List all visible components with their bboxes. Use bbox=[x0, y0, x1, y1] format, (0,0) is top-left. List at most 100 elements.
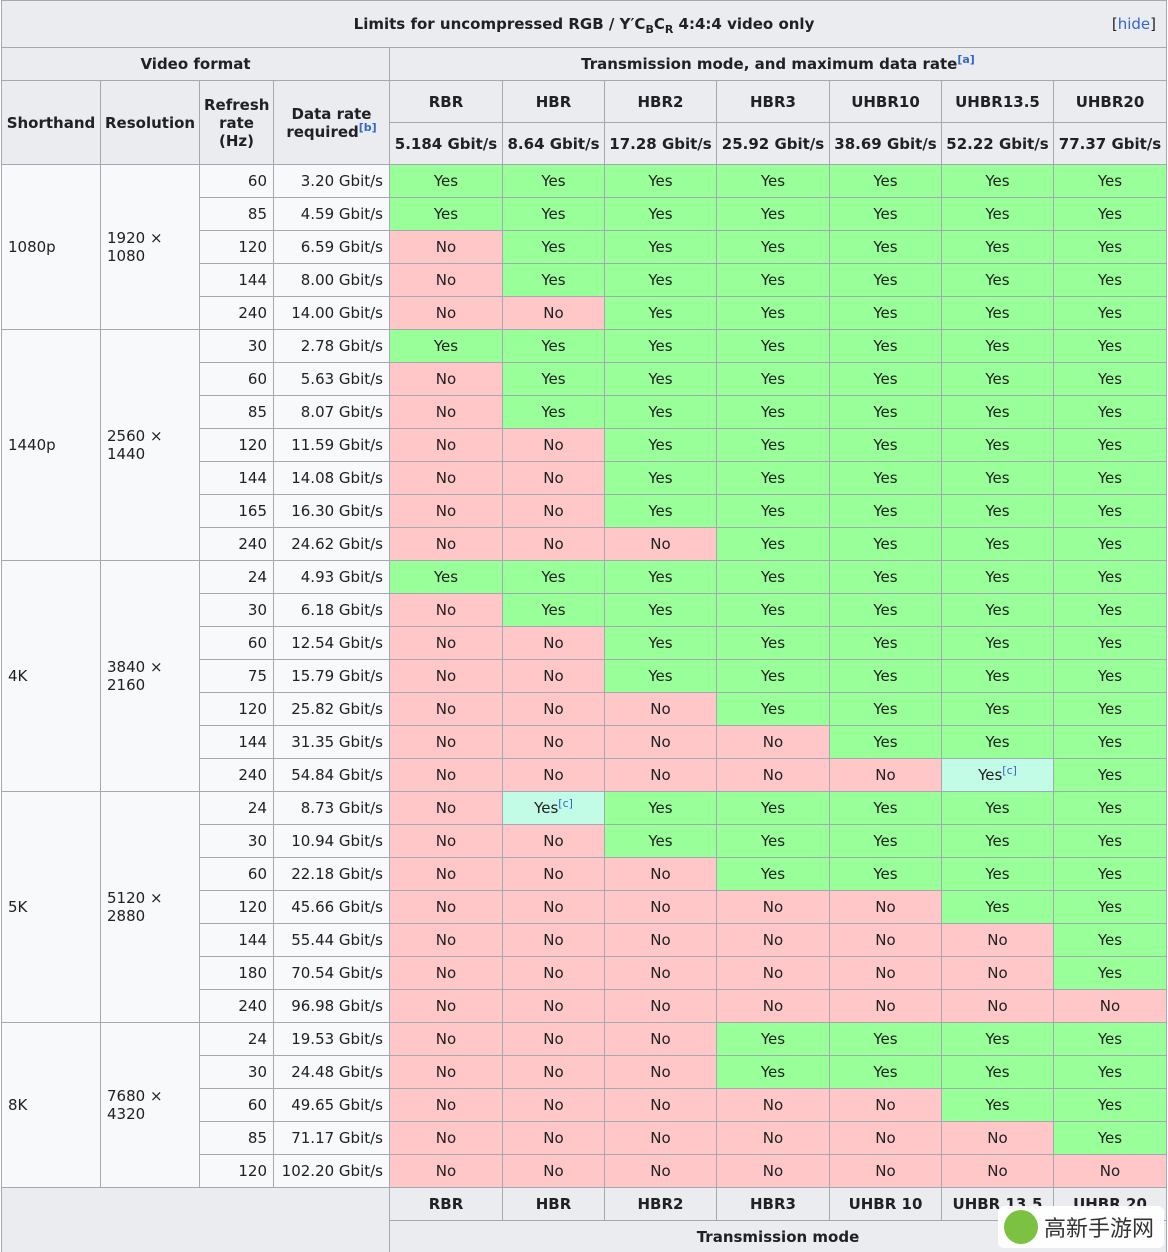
header-text: Shorthand bbox=[6, 113, 96, 132]
support-cell: Yes bbox=[716, 164, 830, 198]
data-rate: 31.35 Gbit/s bbox=[273, 725, 390, 759]
title-part: 4:4:4 video only bbox=[673, 15, 815, 33]
support-cell: No bbox=[1053, 989, 1167, 1023]
footnote-link[interactable]: [c] bbox=[558, 797, 573, 810]
support-cell: Yes bbox=[941, 164, 1054, 198]
support-cell: No bbox=[829, 989, 942, 1023]
footnote-link[interactable]: [c] bbox=[1002, 764, 1017, 777]
support-cell: No bbox=[389, 395, 503, 429]
support-cell: Yes bbox=[829, 1022, 942, 1056]
table-row: 120 102.20 Gbit/s No No No No No No No bbox=[2, 1154, 1167, 1188]
support-cell: Yes bbox=[1053, 1022, 1167, 1056]
data-rate: 19.53 Gbit/s bbox=[273, 1022, 390, 1056]
support-cell: Yes bbox=[941, 230, 1054, 264]
shorthand: 5K bbox=[1, 791, 101, 1023]
data-rate: 54.84 Gbit/s bbox=[273, 758, 390, 792]
support-cell: Yes bbox=[389, 164, 503, 198]
support-cell: No bbox=[389, 692, 503, 726]
support-cell: No bbox=[389, 1022, 503, 1056]
refresh-rate: 85 bbox=[199, 197, 274, 231]
support-cell: Yes bbox=[1053, 692, 1167, 726]
resolution: 5120 × 2880 bbox=[100, 791, 200, 1023]
shorthand: 8K bbox=[1, 1022, 101, 1188]
support-cell: No bbox=[389, 527, 503, 561]
support-cell: No bbox=[502, 1154, 605, 1188]
refresh-rate: 60 bbox=[199, 857, 274, 891]
support-cell: No bbox=[502, 989, 605, 1023]
support-cell: Yes bbox=[604, 659, 717, 693]
support-cell: No bbox=[604, 527, 717, 561]
support-cell: No bbox=[502, 1088, 605, 1122]
support-cell: No bbox=[604, 989, 717, 1023]
table-row: 60 5.63 Gbit/s No Yes Yes Yes Yes Yes Yes bbox=[2, 362, 1167, 396]
watermark: 高新手游网 bbox=[997, 1206, 1164, 1248]
support-cell: Yes bbox=[502, 362, 605, 396]
support-cell: Yes bbox=[604, 791, 717, 825]
support-cell: No bbox=[502, 824, 605, 858]
support-cell: Yes bbox=[829, 461, 942, 495]
support-cell: Yes bbox=[1053, 791, 1167, 825]
refresh-rate: 120 bbox=[199, 692, 274, 726]
table-row: 30 10.94 Gbit/s No No Yes Yes Yes Yes Yes bbox=[2, 824, 1167, 858]
data-rate: 6.59 Gbit/s bbox=[273, 230, 390, 264]
refresh-rate: 240 bbox=[199, 989, 274, 1023]
support-cell: Yes bbox=[829, 791, 942, 825]
group-header: Transmission mode, and maximum data rate… bbox=[389, 47, 1167, 81]
support-cell: No bbox=[716, 890, 830, 924]
data-rate: 22.18 Gbit/s bbox=[273, 857, 390, 891]
footer-mode: HBR3 bbox=[716, 1187, 830, 1221]
support-cell: Yes bbox=[716, 593, 830, 627]
table-row: 180 70.54 Gbit/s No No No No No No Yes bbox=[2, 956, 1167, 990]
mode-header: UHBR20 bbox=[1053, 80, 1167, 123]
refresh-rate: 144 bbox=[199, 725, 274, 759]
footnote-link[interactable]: [a] bbox=[957, 53, 975, 66]
support-cell: Yes bbox=[604, 560, 717, 594]
data-rate: 12.54 Gbit/s bbox=[273, 626, 390, 660]
table-row: 75 15.79 Gbit/s No No Yes Yes Yes Yes Yes bbox=[2, 659, 1167, 693]
support-cell: No bbox=[716, 923, 830, 957]
title-part: C bbox=[653, 15, 665, 33]
table-row: 30 24.48 Gbit/s No No No Yes Yes Yes Yes bbox=[2, 1055, 1167, 1089]
data-rate: 3.20 Gbit/s bbox=[273, 164, 390, 198]
shorthand: 1080p bbox=[1, 164, 101, 330]
support-cell: Yes bbox=[1053, 1055, 1167, 1089]
support-cell: Yes bbox=[1053, 362, 1167, 396]
support-cell: Yes bbox=[1053, 527, 1167, 561]
table-row: Limits for uncompressed RGB / Y′CBCR 4:4… bbox=[1, 0, 1167, 48]
support-cell: Yes bbox=[1053, 197, 1167, 231]
hide-link[interactable]: hide bbox=[1117, 15, 1151, 33]
support-cell: Yes bbox=[829, 527, 942, 561]
support-cell: Yes bbox=[1053, 164, 1167, 198]
support-cell: No bbox=[604, 1022, 717, 1056]
support-cell: Yes bbox=[716, 329, 830, 363]
table-row: 1080p 1920 × 1080 60 3.20 Gbit/s Yes Yes Yes Ye… bbox=[1, 164, 1167, 330]
column-header: Resolution bbox=[100, 80, 200, 165]
table-row: 85 8.07 Gbit/s No Yes Yes Yes Yes Yes Yes bbox=[2, 395, 1167, 429]
mode-rate: 38.69 Gbit/s bbox=[829, 122, 942, 165]
data-rate: 4.59 Gbit/s bbox=[273, 197, 390, 231]
refresh-rate: 240 bbox=[199, 296, 274, 330]
footnote-link[interactable]: [b] bbox=[358, 120, 377, 134]
support-cell: Yes bbox=[829, 362, 942, 396]
table-row: Video format Transmission mode, and maxim… bbox=[1, 47, 1167, 81]
support-cell: Yes bbox=[502, 395, 605, 429]
support-cell: Yes bbox=[829, 395, 942, 429]
support-cell: Yes bbox=[1053, 1121, 1167, 1155]
support-cell: Yes bbox=[1053, 824, 1167, 858]
table-row: 240 54.84 Gbit/s No No No No No Yes[c] Yes bbox=[2, 758, 1167, 792]
resolution: 3840 × 2160 bbox=[100, 560, 200, 792]
support-cell: No bbox=[502, 296, 605, 330]
support-cell: Yes bbox=[829, 263, 942, 297]
data-rate: 8.73 Gbit/s bbox=[273, 791, 390, 825]
bracket: [ bbox=[1111, 15, 1118, 33]
refresh-rate: 144 bbox=[199, 461, 274, 495]
refresh-rate: 24 bbox=[199, 1022, 274, 1056]
data-rate: 4.93 Gbit/s bbox=[273, 560, 390, 594]
title-part: R bbox=[664, 23, 674, 36]
table-row: 85 4.59 Gbit/s Yes Yes Yes Yes Yes Yes Yes bbox=[2, 197, 1167, 231]
table-row: 1440p 2560 × 1440 30 2.78 Gbit/s Yes Yes Yes Ye… bbox=[1, 329, 1167, 561]
support-cell: No bbox=[716, 989, 830, 1023]
support-cell: No bbox=[604, 1121, 717, 1155]
refresh-rate: 120 bbox=[199, 890, 274, 924]
